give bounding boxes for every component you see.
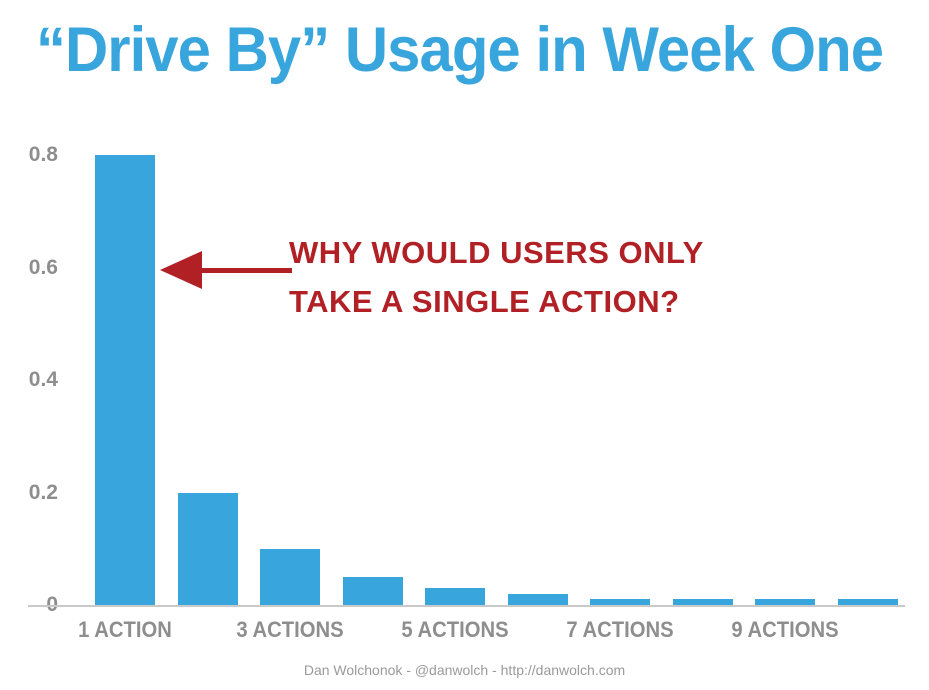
bar-9-actions xyxy=(755,599,816,605)
x-tick-label: 1 ACTION xyxy=(78,617,172,642)
y-tick-label: 0.6 xyxy=(28,255,58,279)
bar-4-actions xyxy=(342,576,403,605)
bar-7-actions xyxy=(590,599,651,605)
footer-credit: Dan Wolchonok - @danwolch - http://danwo… xyxy=(303,662,626,678)
x-tick-label: 9 ACTIONS xyxy=(731,617,840,642)
y-tick-label: 0 xyxy=(14,592,58,618)
bar-10-actions xyxy=(838,599,898,605)
x-tick-label: 3 ACTIONS xyxy=(236,617,344,642)
plot-area xyxy=(75,155,905,605)
y-tick-label: 0.8 xyxy=(28,143,58,166)
bar-3-actions xyxy=(260,548,321,605)
bar-1-action xyxy=(95,155,155,605)
annotation-line2: TAKE A SINGLE ACTION? xyxy=(289,284,680,319)
annotation-line1: WHY WOULD USERS ONLY xyxy=(289,235,704,270)
bar-2-actions xyxy=(177,492,238,605)
annotation-text: WHY WOULD USERS ONLY TAKE A SINGLE ACTIO… xyxy=(289,228,704,326)
x-tick-label: 7 ACTIONS xyxy=(566,617,674,642)
x-axis-labels: 1 ACTION 3 ACTIONS 5 ACTIONS 7 ACTIONS 9 ACT… xyxy=(0,617,929,651)
y-tick-label: 0.4 xyxy=(28,368,58,391)
bar-8-actions xyxy=(672,599,733,605)
chart-title: “Drive By” Usage in Week One xyxy=(36,15,884,85)
annotation-arrow-icon xyxy=(160,251,292,289)
bar-5-actions xyxy=(425,588,486,605)
bar-6-actions xyxy=(507,593,568,605)
y-tick-label: 0.2 xyxy=(28,480,58,504)
x-tick-label: 5 ACTIONS xyxy=(401,617,509,642)
y-axis: 0 0.2 0.4 0.6 0.8 xyxy=(14,0,58,630)
x-axis-line xyxy=(28,605,905,607)
